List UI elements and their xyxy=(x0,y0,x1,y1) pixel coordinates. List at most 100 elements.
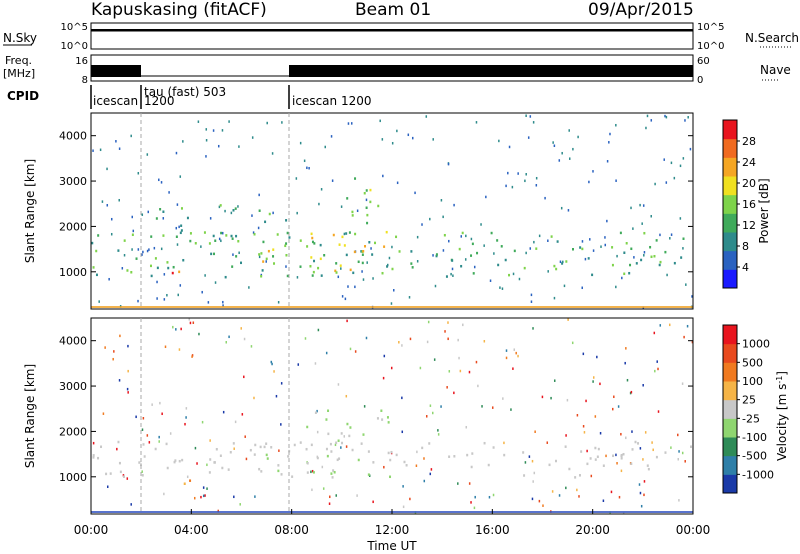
velocity-cell xyxy=(194,446,197,450)
velocity-colorbar-swatch xyxy=(723,381,737,401)
velocity-cell xyxy=(233,495,235,499)
x-tick-label: 20:00 xyxy=(575,523,610,537)
power-cell xyxy=(369,200,372,204)
velocity-colorbar-swatch xyxy=(723,418,737,438)
power-cell xyxy=(213,252,216,256)
power-cell xyxy=(224,209,226,213)
velocity-cell xyxy=(316,430,319,434)
power-cell xyxy=(156,297,158,300)
power-cell xyxy=(272,211,274,215)
power-cell xyxy=(312,270,315,274)
velocity-cell xyxy=(217,509,220,513)
power-cell xyxy=(689,147,692,151)
power-cell xyxy=(210,252,213,256)
power-cell xyxy=(179,284,182,287)
velocity-cell xyxy=(178,348,181,351)
velocity-cell xyxy=(293,443,296,447)
power-cell xyxy=(267,249,270,253)
velocity-cell xyxy=(618,495,621,499)
velocity-cell xyxy=(624,361,626,365)
velocity-cell xyxy=(193,496,196,500)
power-cell xyxy=(252,231,255,234)
velocity-cell xyxy=(652,448,654,452)
power-cell xyxy=(253,233,256,236)
power-cell xyxy=(682,237,685,240)
velocity-cell xyxy=(365,336,368,340)
velocity-cell xyxy=(206,463,208,467)
velocity-cell xyxy=(690,445,693,448)
velocity-cell xyxy=(534,430,536,433)
power-cell xyxy=(453,203,455,207)
velocity-cell xyxy=(202,486,205,489)
power-cell xyxy=(318,202,320,206)
power-cell xyxy=(311,274,314,277)
x-tick-label: 00:00 xyxy=(676,523,711,537)
velocity-cell xyxy=(510,408,512,411)
velocity-cell xyxy=(462,323,464,327)
power-cell xyxy=(386,263,389,267)
power-cell xyxy=(567,209,570,212)
velocity-cell xyxy=(141,474,144,477)
velocity-cell xyxy=(254,443,257,447)
velocity-ytick: 1000 xyxy=(59,471,87,484)
power-cell xyxy=(513,249,516,253)
velocity-cell xyxy=(677,433,679,437)
velocity-cell xyxy=(356,494,358,497)
power-cell xyxy=(604,243,607,247)
power-cell xyxy=(237,205,239,208)
power-cell xyxy=(299,141,302,145)
velocity-cell xyxy=(277,464,280,467)
velocity-cell xyxy=(448,455,451,458)
velocity-cell xyxy=(487,463,490,467)
velocity-cell xyxy=(473,506,476,510)
velocity-cell xyxy=(243,337,246,341)
velocity-cell xyxy=(583,431,586,434)
velocity-colorbar-swatch xyxy=(723,362,737,382)
power-cell xyxy=(285,265,287,268)
power-cell xyxy=(214,281,217,284)
power-cell xyxy=(388,256,391,260)
power-cell xyxy=(682,247,684,250)
power-cell xyxy=(442,249,445,252)
power-cell xyxy=(228,120,230,123)
velocity-cell xyxy=(423,479,426,483)
velocity-cell xyxy=(548,463,551,467)
power-colorbar-tick: 20 xyxy=(742,177,756,190)
power-cell xyxy=(568,129,570,132)
power-cell xyxy=(341,235,344,239)
velocity-cell xyxy=(590,474,593,478)
velocity-cell xyxy=(173,460,176,464)
velocity-colorbar-label: Velocity [m s-1] xyxy=(775,371,790,461)
velocity-cell xyxy=(330,472,333,475)
power-ytick: 1000 xyxy=(59,266,87,279)
power-cell xyxy=(150,274,153,278)
power-cell xyxy=(553,296,556,300)
velocity-colorbar-tick: 100 xyxy=(742,375,763,388)
velocity-cell xyxy=(631,448,634,451)
power-cell xyxy=(666,273,668,277)
velocity-cell xyxy=(578,495,580,498)
power-cell xyxy=(160,247,163,251)
power-cell xyxy=(115,140,117,143)
power-cell xyxy=(411,266,414,269)
velocity-cell xyxy=(116,447,118,451)
velocity-cell xyxy=(206,487,208,490)
velocity-cell xyxy=(566,398,569,402)
velocity-cell xyxy=(357,458,360,462)
power-cell xyxy=(203,231,206,234)
power-cell xyxy=(606,219,608,223)
power-cell xyxy=(561,151,563,155)
freq-label: Freq. xyxy=(5,54,32,67)
velocity-cell xyxy=(314,411,317,414)
power-cell xyxy=(670,233,673,236)
power-cell xyxy=(489,279,492,282)
velocity-cell xyxy=(597,447,600,451)
velocity-cell xyxy=(644,431,647,434)
velocity-cell xyxy=(340,432,343,435)
velocity-ytick: 4000 xyxy=(59,335,87,348)
power-cell xyxy=(319,243,322,247)
velocity-cell xyxy=(325,447,328,451)
power-cell xyxy=(205,155,207,158)
velocity-cell xyxy=(492,493,495,497)
velocity-cell xyxy=(630,390,633,394)
